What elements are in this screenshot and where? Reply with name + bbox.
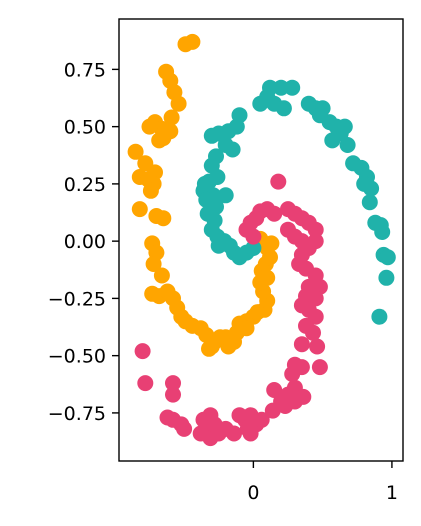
scatter-point bbox=[252, 96, 268, 112]
scatter-point bbox=[371, 309, 387, 325]
y-tick-label: 0.50 bbox=[64, 117, 106, 139]
scatter-point bbox=[204, 339, 220, 355]
scatter-point bbox=[245, 229, 261, 245]
scatter-point bbox=[225, 142, 241, 158]
y-tick-label: −0.25 bbox=[48, 288, 106, 310]
scatter-point bbox=[266, 382, 282, 398]
scatter-point bbox=[204, 128, 220, 144]
scatter-point bbox=[137, 375, 153, 391]
scatter-point bbox=[239, 320, 255, 336]
scatter-point bbox=[143, 183, 159, 199]
scatter-point bbox=[380, 249, 396, 265]
scatter-point bbox=[270, 174, 286, 190]
scatter-point bbox=[284, 366, 300, 382]
scatter-point bbox=[226, 426, 242, 442]
x-tick-label: 1 bbox=[386, 482, 398, 504]
scatter-point bbox=[294, 336, 310, 352]
scatter-point bbox=[276, 100, 292, 116]
scatter-point bbox=[243, 426, 259, 442]
y-tick-label: 0.75 bbox=[64, 59, 106, 81]
scatter-point bbox=[266, 206, 282, 222]
x-tick-label: 0 bbox=[247, 482, 259, 504]
scatter-point bbox=[154, 268, 170, 284]
scatter-point bbox=[324, 132, 340, 148]
scatter-point bbox=[165, 387, 181, 403]
scatter-point bbox=[312, 359, 328, 375]
scatter-point bbox=[374, 224, 390, 240]
scatter-point bbox=[176, 421, 192, 437]
scatter-point bbox=[295, 389, 311, 405]
scatter-point bbox=[135, 343, 151, 359]
y-tick-label: 0.00 bbox=[64, 231, 106, 253]
scatter-point bbox=[171, 96, 187, 112]
y-tick-label: 0.25 bbox=[64, 174, 106, 196]
scatter-point bbox=[254, 412, 270, 428]
scatter-point bbox=[220, 339, 236, 355]
y-tick-label: −0.50 bbox=[48, 346, 106, 368]
scatter-point bbox=[362, 194, 378, 210]
scatter-point bbox=[132, 201, 148, 217]
scatter-point bbox=[197, 176, 213, 192]
scatter-point bbox=[184, 34, 200, 50]
scatter-point bbox=[155, 210, 171, 226]
scatter-point bbox=[284, 80, 300, 96]
scatter-point bbox=[309, 339, 325, 355]
scatter-point bbox=[363, 181, 379, 197]
scatter-point bbox=[378, 270, 394, 286]
y-tick-label: −0.75 bbox=[48, 403, 106, 425]
scatter-point bbox=[207, 416, 223, 432]
scatter-point bbox=[218, 187, 234, 203]
scatter-point bbox=[340, 137, 356, 153]
scatter-point bbox=[142, 119, 158, 135]
scatter-point bbox=[155, 130, 171, 146]
